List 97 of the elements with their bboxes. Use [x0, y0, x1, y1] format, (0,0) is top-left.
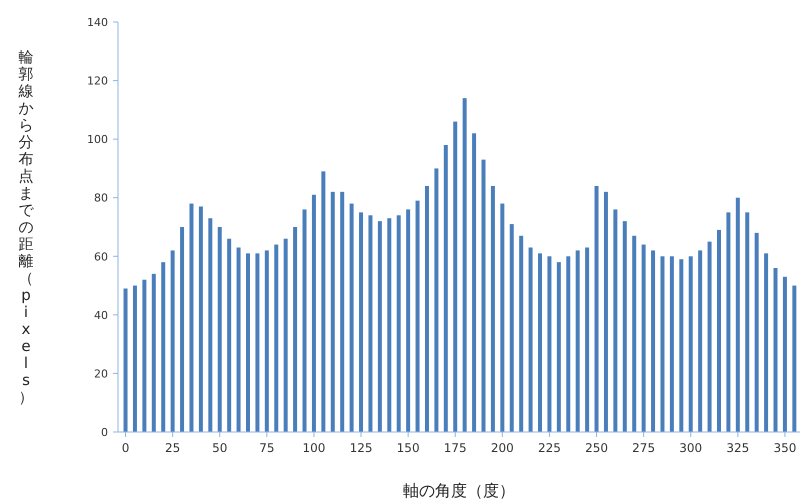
bar — [510, 224, 514, 432]
bar — [792, 286, 796, 432]
bar — [152, 274, 156, 432]
bar — [236, 248, 241, 432]
x-tick-label: 175 — [444, 441, 467, 455]
bar — [613, 209, 618, 432]
bar — [528, 248, 533, 432]
bar — [416, 200, 420, 432]
bar — [622, 221, 627, 432]
y-tick-label: 140 — [87, 16, 108, 29]
bar — [604, 192, 608, 432]
bar — [576, 250, 580, 432]
x-tick-label: 0 — [122, 441, 130, 455]
bar — [198, 206, 203, 432]
bar — [754, 232, 759, 432]
x-tick-label: 250 — [585, 441, 608, 455]
bar — [585, 248, 590, 432]
bar — [708, 242, 712, 432]
bar — [774, 268, 778, 432]
bar — [284, 238, 288, 432]
bar — [368, 215, 372, 432]
bar — [745, 212, 750, 432]
bar — [293, 227, 298, 432]
bar — [434, 168, 438, 432]
bar — [481, 160, 486, 432]
bar — [142, 280, 146, 432]
bar — [726, 212, 730, 432]
bar — [547, 256, 552, 432]
x-tick-label: 200 — [490, 441, 514, 455]
bar — [124, 288, 128, 432]
y-tick-label: 0 — [101, 426, 108, 439]
bar — [632, 236, 636, 432]
bar — [330, 192, 335, 432]
bar — [688, 256, 693, 432]
y-tick-label: 100 — [87, 133, 108, 146]
x-tick-label: 300 — [679, 441, 702, 455]
bar — [764, 253, 768, 432]
bar — [651, 250, 656, 432]
bar — [246, 253, 250, 432]
x-tick-label: 275 — [632, 441, 656, 455]
bar — [453, 122, 458, 432]
y-tick-label: 80 — [94, 192, 108, 205]
bar — [189, 204, 194, 432]
text: 輪郭線から分布点までの距離（pixels） — [18, 48, 34, 406]
bar — [208, 218, 212, 432]
bar — [274, 244, 278, 432]
bar — [359, 212, 364, 432]
bar — [670, 256, 674, 432]
bar — [679, 259, 684, 432]
x-tick-label: 225 — [538, 441, 561, 455]
bar — [472, 133, 476, 432]
bar — [321, 171, 326, 432]
bar — [227, 238, 232, 432]
bar — [782, 276, 787, 432]
bar — [302, 209, 307, 432]
bar — [424, 186, 429, 432]
bar — [698, 250, 702, 432]
x-tick-label: 25 — [164, 441, 180, 455]
bar — [538, 253, 542, 432]
bar — [566, 256, 570, 432]
bar — [736, 198, 740, 432]
bar — [350, 204, 354, 432]
x-tick-label: 125 — [350, 441, 372, 455]
bar — [462, 98, 467, 432]
bar — [519, 236, 524, 432]
bar — [340, 192, 344, 432]
y-tick-label: 120 — [87, 74, 108, 88]
bar — [132, 286, 137, 432]
x-tick-label: 75 — [259, 441, 274, 455]
bar — [170, 250, 175, 432]
bar — [161, 262, 166, 432]
y-tick-label: 60 — [94, 250, 108, 264]
bar — [255, 253, 260, 432]
y-tick-label: 40 — [94, 308, 108, 322]
x-tick-label: 325 — [726, 441, 750, 455]
bar — [312, 194, 316, 432]
bar — [556, 262, 561, 432]
bar — [594, 186, 599, 432]
bar — [378, 221, 382, 432]
bar — [490, 186, 495, 432]
bar — [660, 256, 664, 432]
x-tick-label: 100 — [302, 441, 326, 455]
bar — [387, 218, 392, 432]
y-tick-label: 20 — [94, 367, 108, 380]
bar — [716, 230, 721, 432]
bar — [264, 250, 269, 432]
bar — [444, 145, 448, 432]
x-tick-label: 50 — [212, 441, 228, 455]
bar — [218, 227, 222, 432]
bar — [642, 244, 646, 432]
bar — [500, 204, 504, 432]
x-axis-title: 軸の角度（度） — [403, 481, 515, 500]
x-tick-label: 350 — [773, 441, 796, 455]
bar — [180, 227, 184, 432]
x-tick-label: 150 — [396, 441, 420, 455]
bar — [406, 209, 410, 432]
bar — [396, 215, 401, 432]
